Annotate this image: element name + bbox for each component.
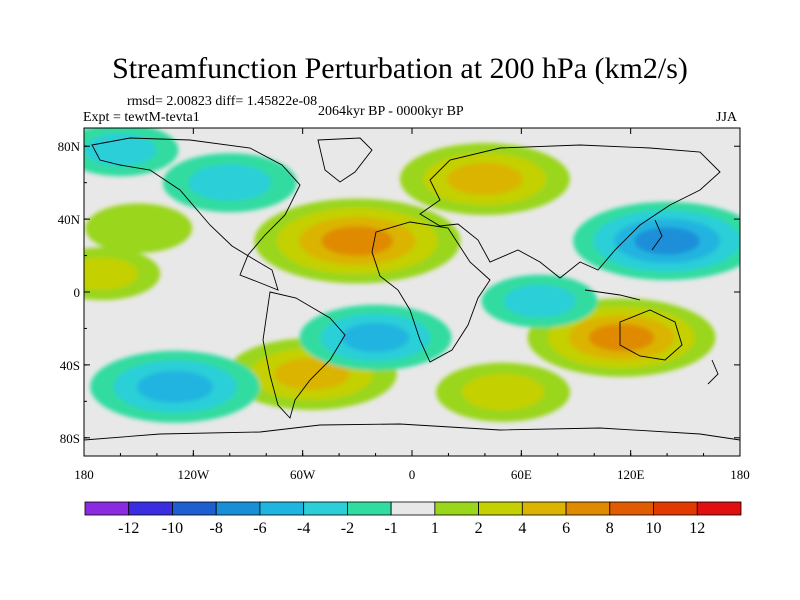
x-tick-label: 60W: [290, 467, 316, 482]
y-tick-label: 40S: [60, 358, 80, 373]
anomaly-0: [254, 198, 461, 284]
colorbar-swatch: [259, 501, 305, 516]
anomaly-9: [90, 350, 261, 423]
anomaly-contour: [188, 164, 272, 201]
x-tick-label: 120W: [177, 467, 210, 482]
x-tick-label: 180: [730, 467, 750, 482]
anomaly-contour: [447, 163, 523, 196]
anomaly-8: [299, 304, 452, 371]
coast-japan: [651, 219, 663, 251]
coast-eurasia: [419, 144, 721, 279]
colorbar-label: 12: [689, 520, 705, 537]
colorbar: -12 -10 -8 -6 -4 -2 -1 1 2 4 6 8 10 12: [84, 501, 742, 537]
colorbar-label: -6: [253, 520, 266, 537]
anomaly-contour: [341, 322, 410, 353]
colorbar-swatch: [521, 501, 567, 516]
stats-label: rmsd= 2.00823 diff= 1.45822e-08: [127, 94, 318, 109]
anomaly-contour: [137, 370, 213, 403]
colorbar-swatch: [653, 501, 698, 516]
colorbar-label: 8: [606, 520, 614, 537]
coastlines: [84, 137, 740, 441]
axes: 180 120W 60W 0 60E 120E 180 80N 40N 0 40S 80S: [58, 128, 750, 482]
anomaly-10: [84, 128, 179, 177]
anomaly-contour: [85, 203, 193, 254]
colorbar-swatch: [172, 501, 217, 516]
season-label: JJA: [716, 110, 738, 125]
anomaly-layer: [84, 128, 740, 423]
coast-antarctica: [84, 423, 740, 441]
colorbar-label: -8: [210, 520, 223, 537]
coast-south-america: [262, 291, 346, 419]
colorbar-swatch: [696, 501, 742, 516]
colorbar-swatch: [434, 501, 480, 516]
colorbar-label: 4: [518, 520, 526, 537]
anomaly-11: [481, 274, 598, 328]
coast-australia: [619, 309, 683, 361]
coast-africa: [371, 221, 491, 363]
colorbar-swatch: [565, 501, 611, 516]
x-tick-label: 180: [74, 467, 94, 482]
colorbar-swatch: [128, 501, 173, 516]
y-tick-label: 80N: [58, 139, 81, 154]
anomaly-4: [436, 362, 571, 422]
anomaly-contour: [84, 257, 138, 291]
anomaly-1: [399, 143, 570, 216]
colorbar-swatch: [346, 501, 392, 516]
anomaly-contour: [461, 374, 545, 411]
anomaly-contour: [321, 226, 394, 256]
colorbar-label: -4: [297, 520, 310, 537]
colorbar-swatch: [478, 501, 523, 516]
colorbar-swatch: [215, 501, 261, 516]
period-label: 2064kyr BP - 0000kyr BP: [318, 104, 464, 119]
anomaly-12: [84, 247, 161, 301]
x-tick-label: 120E: [617, 467, 645, 482]
coast-new-zealand: [707, 359, 719, 385]
anomaly-5: [85, 203, 193, 254]
experiment-label: Expt = tewtM-tevta1: [83, 110, 200, 125]
anomaly-6: [162, 153, 297, 213]
colorbar-swatch: [390, 501, 436, 516]
colorbar-label: -1: [384, 520, 397, 537]
x-tick-label: 0: [409, 467, 416, 482]
colorbar-label: -12: [118, 520, 139, 537]
colorbar-label: 10: [646, 520, 662, 537]
anomaly-contour: [503, 284, 576, 318]
anomaly-contour: [274, 358, 350, 390]
anomaly-7: [573, 201, 740, 281]
coast-north-america: [91, 137, 301, 291]
colorbar-swatch: [84, 501, 130, 516]
coast-indonesia: [584, 289, 641, 301]
y-tick-label: 80S: [60, 431, 80, 446]
colorbar-label: 2: [475, 520, 483, 537]
chart-title: Streamfunction Perturbation at 200 hPa (…: [112, 52, 688, 85]
colorbar-label: 6: [562, 520, 570, 537]
anomaly-contour: [588, 323, 655, 352]
anomaly-contour: [634, 227, 700, 255]
coast-greenland: [317, 137, 373, 183]
colorbar-swatch: [609, 501, 654, 516]
colorbar-label: -10: [162, 520, 183, 537]
anomaly-contour: [84, 133, 157, 167]
colorbar-label: -2: [341, 520, 354, 537]
x-tick-label: 60E: [511, 467, 532, 482]
colorbar-swatch: [303, 501, 348, 516]
colorbar-label: 1: [431, 520, 439, 537]
y-tick-label: 0: [74, 285, 81, 300]
y-tick-label: 40N: [58, 212, 81, 227]
